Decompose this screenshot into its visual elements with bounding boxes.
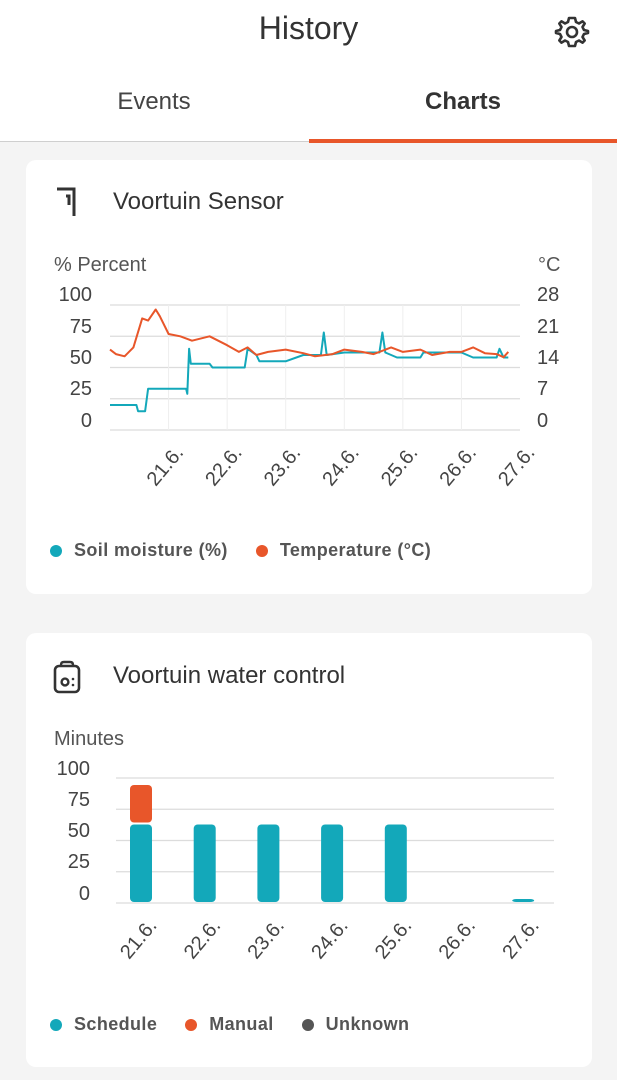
sensor-card-title: Voortuin Sensor xyxy=(113,188,284,215)
right-tick-label: 7 xyxy=(537,378,549,400)
bar-schedule xyxy=(130,824,152,902)
sensor-icon xyxy=(57,187,76,216)
soil-moisture-series-line xyxy=(110,331,509,413)
left-tick-label: 75 xyxy=(69,316,92,338)
y-tick-label: 75 xyxy=(67,789,90,811)
sensor-card[interactable]: Voortuin Sensor % Percent °C 100 75 50 2… xyxy=(26,160,592,594)
y-tick-label: 0 xyxy=(78,883,90,905)
water-card-title: Voortuin water control xyxy=(113,662,346,689)
manual-dot xyxy=(185,1018,198,1031)
water-control-card[interactable]: Voortuin water control Minutes 100 75 50… xyxy=(26,633,592,1067)
right-tick-label: 28 xyxy=(537,284,560,306)
legend-item-manual: Manual xyxy=(185,1014,273,1035)
x-tick-label: 25.6. xyxy=(371,915,416,963)
legend-item-temperature: Temperature (°C) xyxy=(255,540,432,561)
right-tick-label: 0 xyxy=(537,410,549,432)
legend-label: Schedule xyxy=(74,1014,158,1034)
water-legend: Schedule Manual Unknown xyxy=(50,1014,437,1035)
x-tick-label: 26.6. xyxy=(436,442,481,490)
y-axis-unit: Minutes xyxy=(54,728,125,750)
left-tick-label: 0 xyxy=(80,410,92,432)
x-tick-label: 24.6. xyxy=(318,442,363,490)
soil-moisture-dot xyxy=(50,544,62,557)
active-tab-indicator xyxy=(309,139,617,143)
legend-item-unknown: Unknown xyxy=(301,1014,410,1035)
tab-events[interactable]: Events xyxy=(117,88,191,115)
legend-item-soil-moisture: Soil moisture (%) xyxy=(50,540,228,561)
bar-schedule xyxy=(193,824,216,902)
bar-manual xyxy=(130,785,152,823)
x-tick-label: 23.6. xyxy=(260,442,305,490)
x-tick-label: 24.6. xyxy=(307,915,352,963)
x-tick-label: 27.6. xyxy=(498,915,543,963)
tab-charts[interactable]: Charts xyxy=(424,88,502,115)
x-tick-label: 23.6. xyxy=(244,915,289,963)
page-title: History xyxy=(258,10,359,46)
left-axis-unit: % Percent xyxy=(54,254,147,276)
x-tick-label: 26.6. xyxy=(435,915,480,963)
x-tick-label: 22.6. xyxy=(201,442,246,490)
legend-label: Soil moisture (%) xyxy=(74,540,228,560)
temperature-series-line xyxy=(109,308,510,359)
right-axis-unit: °C xyxy=(538,254,561,276)
app-header: History Events Charts xyxy=(0,0,617,143)
legend-item-schedule: Schedule xyxy=(50,1014,157,1035)
left-tick-label: 25 xyxy=(69,378,92,400)
sensor-legend: Soil moisture (%) Temperature (°C) xyxy=(50,540,459,561)
x-tick-label: 21.6. xyxy=(143,442,188,490)
temperature-dot xyxy=(255,544,268,557)
x-tick-label: 25.6. xyxy=(377,442,422,490)
water-bar-chart: 21.6. 22.6. 23.6. 24.6. 25.6. 26.6. 27.6. xyxy=(116,777,554,963)
y-tick-label: 50 xyxy=(67,820,90,842)
water-control-icon xyxy=(53,660,81,694)
left-tick-label: 100 xyxy=(58,284,92,306)
y-tick-label: 25 xyxy=(67,851,90,873)
legend-label: Unknown xyxy=(325,1014,410,1034)
legend-label: Temperature (°C) xyxy=(279,540,432,560)
bar-schedule xyxy=(257,824,280,902)
gear-icon[interactable] xyxy=(554,14,590,50)
sensor-line-chart: 21.6. 22.6. 23.6. 24.6. 25.6. 26.6. 27.6. xyxy=(109,304,540,490)
bar-schedule xyxy=(512,899,535,902)
bar-schedule xyxy=(384,824,407,902)
x-tick-label: 22.6. xyxy=(180,915,225,963)
right-tick-label: 14 xyxy=(537,347,560,369)
schedule-dot xyxy=(50,1018,62,1031)
left-tick-label: 50 xyxy=(69,347,92,369)
x-tick-label: 27.6. xyxy=(494,442,539,490)
legend-label: Manual xyxy=(209,1014,274,1034)
x-tick-label: 21.6. xyxy=(116,915,161,963)
right-tick-label: 21 xyxy=(537,316,560,338)
y-tick-label: 100 xyxy=(56,758,90,780)
bar-schedule xyxy=(321,824,344,902)
unknown-dot xyxy=(301,1018,314,1031)
